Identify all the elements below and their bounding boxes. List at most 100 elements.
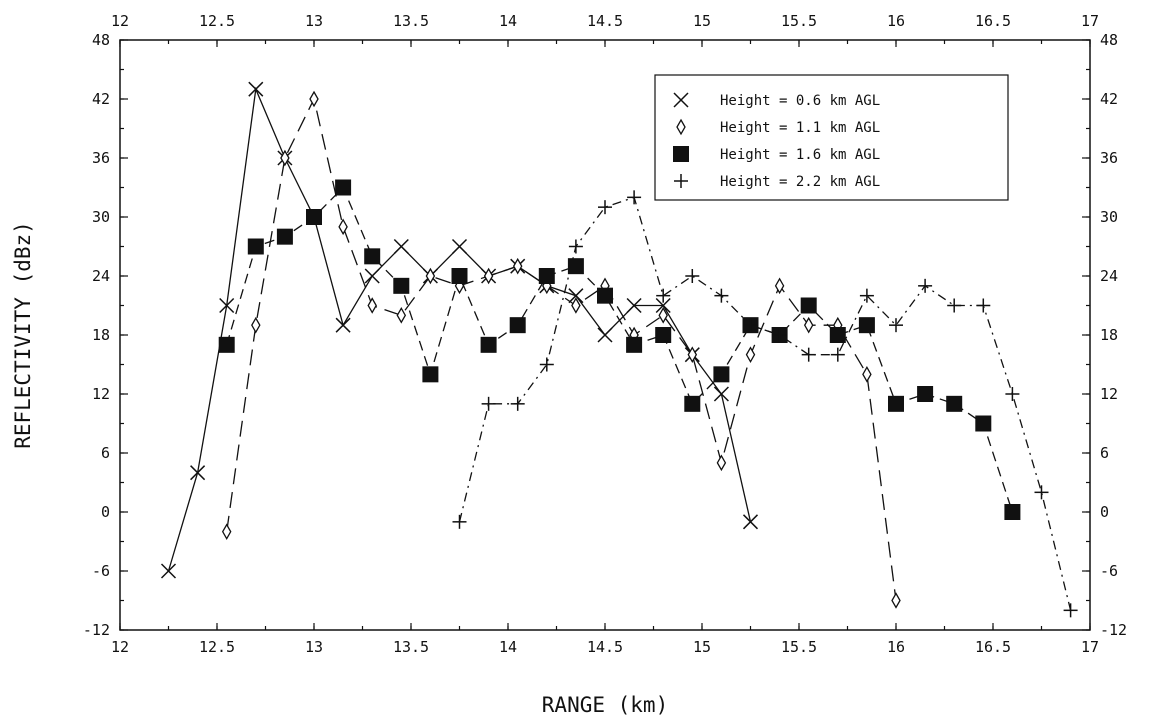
y-tick-label: 6 <box>101 444 110 462</box>
data-point-s1 <box>451 238 468 255</box>
data-point-s2 <box>512 257 523 275</box>
data-point-s2 <box>367 297 377 314</box>
data-point-s4 <box>539 357 554 372</box>
y-tick-label-right: 12 <box>1100 385 1118 403</box>
legend-label-4: Height = 2.2 km AGL <box>720 174 880 190</box>
data-point-s4 <box>772 328 787 342</box>
y-axis-title: REFLECTIVITY (dBz) <box>11 221 35 449</box>
marker-shape <box>862 366 872 383</box>
data-point-s2 <box>338 218 348 236</box>
y-tick-label-right: 0 <box>1100 503 1109 521</box>
legend-label-2: Height = 1.1 km AGL <box>720 120 880 136</box>
marker-shape <box>251 316 261 334</box>
data-point-s4 <box>743 318 758 333</box>
marker-shape <box>276 228 293 245</box>
marker-shape <box>509 317 526 334</box>
data-point-s1 <box>335 317 351 333</box>
data-point-s3 <box>1004 504 1021 520</box>
data-point-s4 <box>656 288 671 303</box>
marker-shape <box>597 287 613 304</box>
data-point-s3 <box>888 395 904 412</box>
data-point-s3 <box>306 209 322 225</box>
marker-shape <box>451 268 468 284</box>
data-point-s2 <box>280 149 290 167</box>
data-point-s1 <box>742 514 759 530</box>
x-tick-label-top: 12 <box>111 12 129 30</box>
data-point-s4 <box>685 269 700 283</box>
x-tick-label-top: 15.5 <box>781 12 817 30</box>
data-point-s4 <box>714 288 729 303</box>
data-point-s3 <box>655 327 672 343</box>
data-point-s2 <box>425 267 436 285</box>
x-tick-label: 13 <box>305 638 323 656</box>
legend-box <box>654 74 1009 201</box>
marker-stroke <box>713 386 729 402</box>
data-point-s1 <box>655 297 671 314</box>
y-tick-label-right: -12 <box>1100 621 1127 639</box>
data-point-s1 <box>713 386 729 402</box>
data-point-s4 <box>1005 387 1020 401</box>
marker-shape <box>571 297 581 314</box>
legend-label-1: Height = 0.6 km AGL <box>720 93 880 109</box>
marker-shape <box>658 307 668 324</box>
legend-marker-4 <box>674 174 688 188</box>
marker-shape <box>917 386 934 402</box>
x-tick-label: 12 <box>111 638 129 656</box>
series-markers <box>160 81 1078 618</box>
marker-stroke <box>568 288 584 304</box>
data-point-s1 <box>160 563 177 579</box>
data-point-s3 <box>451 268 468 284</box>
y-tick-label: 30 <box>92 208 110 226</box>
marker-stroke <box>160 563 177 579</box>
y-tick-label-right: 24 <box>1100 267 1118 285</box>
marker-stroke <box>335 317 351 333</box>
data-point-s3 <box>218 336 235 353</box>
y-tick-label-right: 18 <box>1100 326 1118 344</box>
x-tick-label: 14.5 <box>587 638 623 656</box>
legend-marker-3 <box>673 146 689 162</box>
marker-shape <box>221 523 232 540</box>
data-point-s4 <box>1063 603 1078 618</box>
marker-shape <box>425 267 436 285</box>
marker-shape <box>364 248 381 265</box>
marker-shape <box>975 415 992 432</box>
axis-ticks <box>119 39 1091 631</box>
data-point-s4 <box>889 318 903 333</box>
series-line-4 <box>458 196 1072 611</box>
y-tick-label: 12 <box>92 385 110 403</box>
data-point-s2 <box>251 316 261 334</box>
y-tick-label-right: 48 <box>1100 31 1118 49</box>
data-point-s1 <box>190 465 206 481</box>
y-tick-label-right: 42 <box>1100 90 1118 108</box>
data-point-s1 <box>568 288 584 304</box>
marker-shape <box>218 336 235 353</box>
data-point-s3 <box>713 366 730 383</box>
y-tick-label-right: 6 <box>1100 444 1109 462</box>
x-tick-label: 16.5 <box>975 638 1011 656</box>
data-point-s4 <box>627 190 642 205</box>
data-point-s3 <box>917 386 934 402</box>
x-tick-label: 15 <box>693 638 711 656</box>
data-point-s3 <box>800 297 817 314</box>
y-tick-label: 24 <box>92 267 110 285</box>
data-point-s3 <box>858 317 875 334</box>
x-tick-label-top: 14.5 <box>587 12 623 30</box>
x-tick-label: 15.5 <box>781 638 817 656</box>
x-tick-label-top: 14 <box>499 12 517 30</box>
y-tick-label: 36 <box>92 149 110 167</box>
data-point-s4 <box>510 396 525 411</box>
x-tick-label-top: 16 <box>887 12 905 30</box>
marker-shape <box>800 297 817 314</box>
marker-shape <box>393 277 410 294</box>
marker-shape <box>280 149 290 167</box>
x-tick-label-top: 17 <box>1081 12 1099 30</box>
marker-shape <box>626 336 643 353</box>
data-point-s4 <box>801 347 816 362</box>
data-point-s4 <box>947 298 962 313</box>
y-tick-label: -12 <box>83 621 110 639</box>
marker-shape <box>247 238 264 255</box>
data-point-s3 <box>538 268 555 284</box>
y-tick-label-right: 30 <box>1100 208 1118 226</box>
data-point-s3 <box>509 317 526 334</box>
marker-shape <box>946 395 963 412</box>
